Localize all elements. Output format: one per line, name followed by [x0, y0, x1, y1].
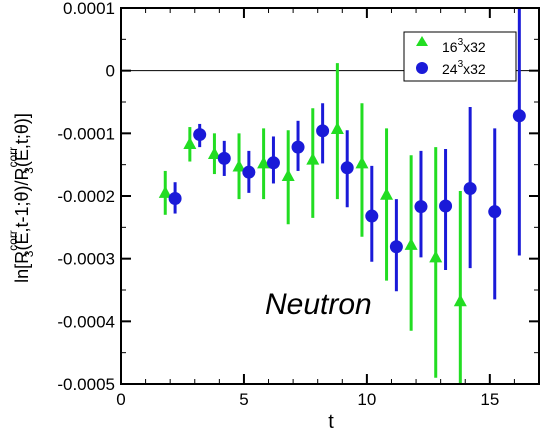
- y-title-part-1: ln[R: [12, 251, 32, 283]
- legend-label-16x32: 163x32: [442, 37, 486, 55]
- data-point-circle: [512, 109, 526, 123]
- legend-24-suffix: x32: [463, 61, 486, 77]
- data-point-triangle: [306, 152, 320, 165]
- x-tick-label: 10: [357, 390, 376, 409]
- legend-24-exponent: 3: [458, 59, 464, 70]
- y-title-sub-1: 3: [22, 250, 36, 257]
- data-point-circle: [193, 128, 207, 142]
- data-point-triangle: [281, 168, 295, 181]
- tick-marks: [120, 7, 539, 385]
- legend-16-size: 16: [442, 39, 458, 55]
- legend-triangle-marker: [416, 36, 428, 46]
- y-tick-label: -0.0004: [57, 312, 115, 331]
- data-point-circle: [291, 140, 305, 154]
- y-tick-label: 0.0001: [63, 0, 115, 18]
- y-title-sub-2: 3: [22, 167, 36, 174]
- data-point-circle: [439, 199, 453, 213]
- data-point-circle: [266, 156, 280, 170]
- data-point-triangle: [380, 187, 394, 200]
- data-point-circle: [168, 192, 182, 206]
- data-point-circle: [414, 200, 428, 214]
- data-point-triangle: [183, 136, 197, 149]
- data-point-circle: [365, 209, 379, 223]
- legend-circle-marker: [416, 62, 428, 74]
- series-group: [158, 8, 526, 384]
- data-point-triangle: [330, 121, 344, 134]
- data-point-triangle: [429, 250, 443, 263]
- x-tick-label: 0: [116, 390, 125, 409]
- legend-16-exponent: 3: [458, 37, 464, 48]
- y-title-part-2: (E,t-1;θ)/R: [12, 167, 32, 250]
- y-axis-title: ln[Rcorr3(E,t-1;θ)/Rcorr3(E,t;θ)]: [6, 113, 36, 283]
- neutron-annotation: Neutron: [265, 288, 372, 321]
- data-point-triangle: [158, 185, 172, 198]
- data-point-circle: [217, 151, 231, 165]
- data-point-circle: [340, 161, 354, 175]
- legend-label-24x32: 243x32: [442, 59, 486, 77]
- data-point-circle: [389, 240, 403, 254]
- data-point-triangle: [404, 237, 418, 250]
- legend: 163x32 243x32: [403, 31, 517, 82]
- legend-16-suffix: x32: [463, 39, 486, 55]
- x-tick-label: 15: [480, 390, 499, 409]
- data-point-triangle: [355, 156, 369, 169]
- data-point-circle: [488, 205, 502, 219]
- y-tick-label: -0.0001: [57, 124, 115, 143]
- y-title-part-3: (E,t;θ)]: [12, 113, 32, 167]
- data-point-triangle: [207, 147, 221, 160]
- data-point-circle: [242, 165, 256, 179]
- y-title-sup-2: corr: [6, 147, 20, 168]
- x-tick-label: 5: [239, 390, 248, 409]
- data-point-circle: [316, 124, 330, 138]
- data-point-triangle: [232, 159, 246, 172]
- y-tick-label: -0.0002: [57, 187, 115, 206]
- y-tick-label: -0.0005: [57, 375, 115, 394]
- series-0: [158, 63, 467, 384]
- legend-24-size: 24: [442, 61, 458, 77]
- data-point-circle: [463, 181, 477, 195]
- y-tick-label: 0: [106, 62, 115, 81]
- y-title-sup-1: corr: [6, 230, 20, 251]
- data-point-triangle: [453, 294, 467, 307]
- y-tick-label: -0.0003: [57, 250, 115, 269]
- data-point-triangle: [257, 156, 271, 169]
- series-1: [168, 8, 526, 300]
- x-axis-title: t: [328, 411, 334, 433]
- tick-labels: 0 5 10 15 0.0001 0 -0.0001 -0.0002 -0.0003 -0.000…: [57, 0, 499, 409]
